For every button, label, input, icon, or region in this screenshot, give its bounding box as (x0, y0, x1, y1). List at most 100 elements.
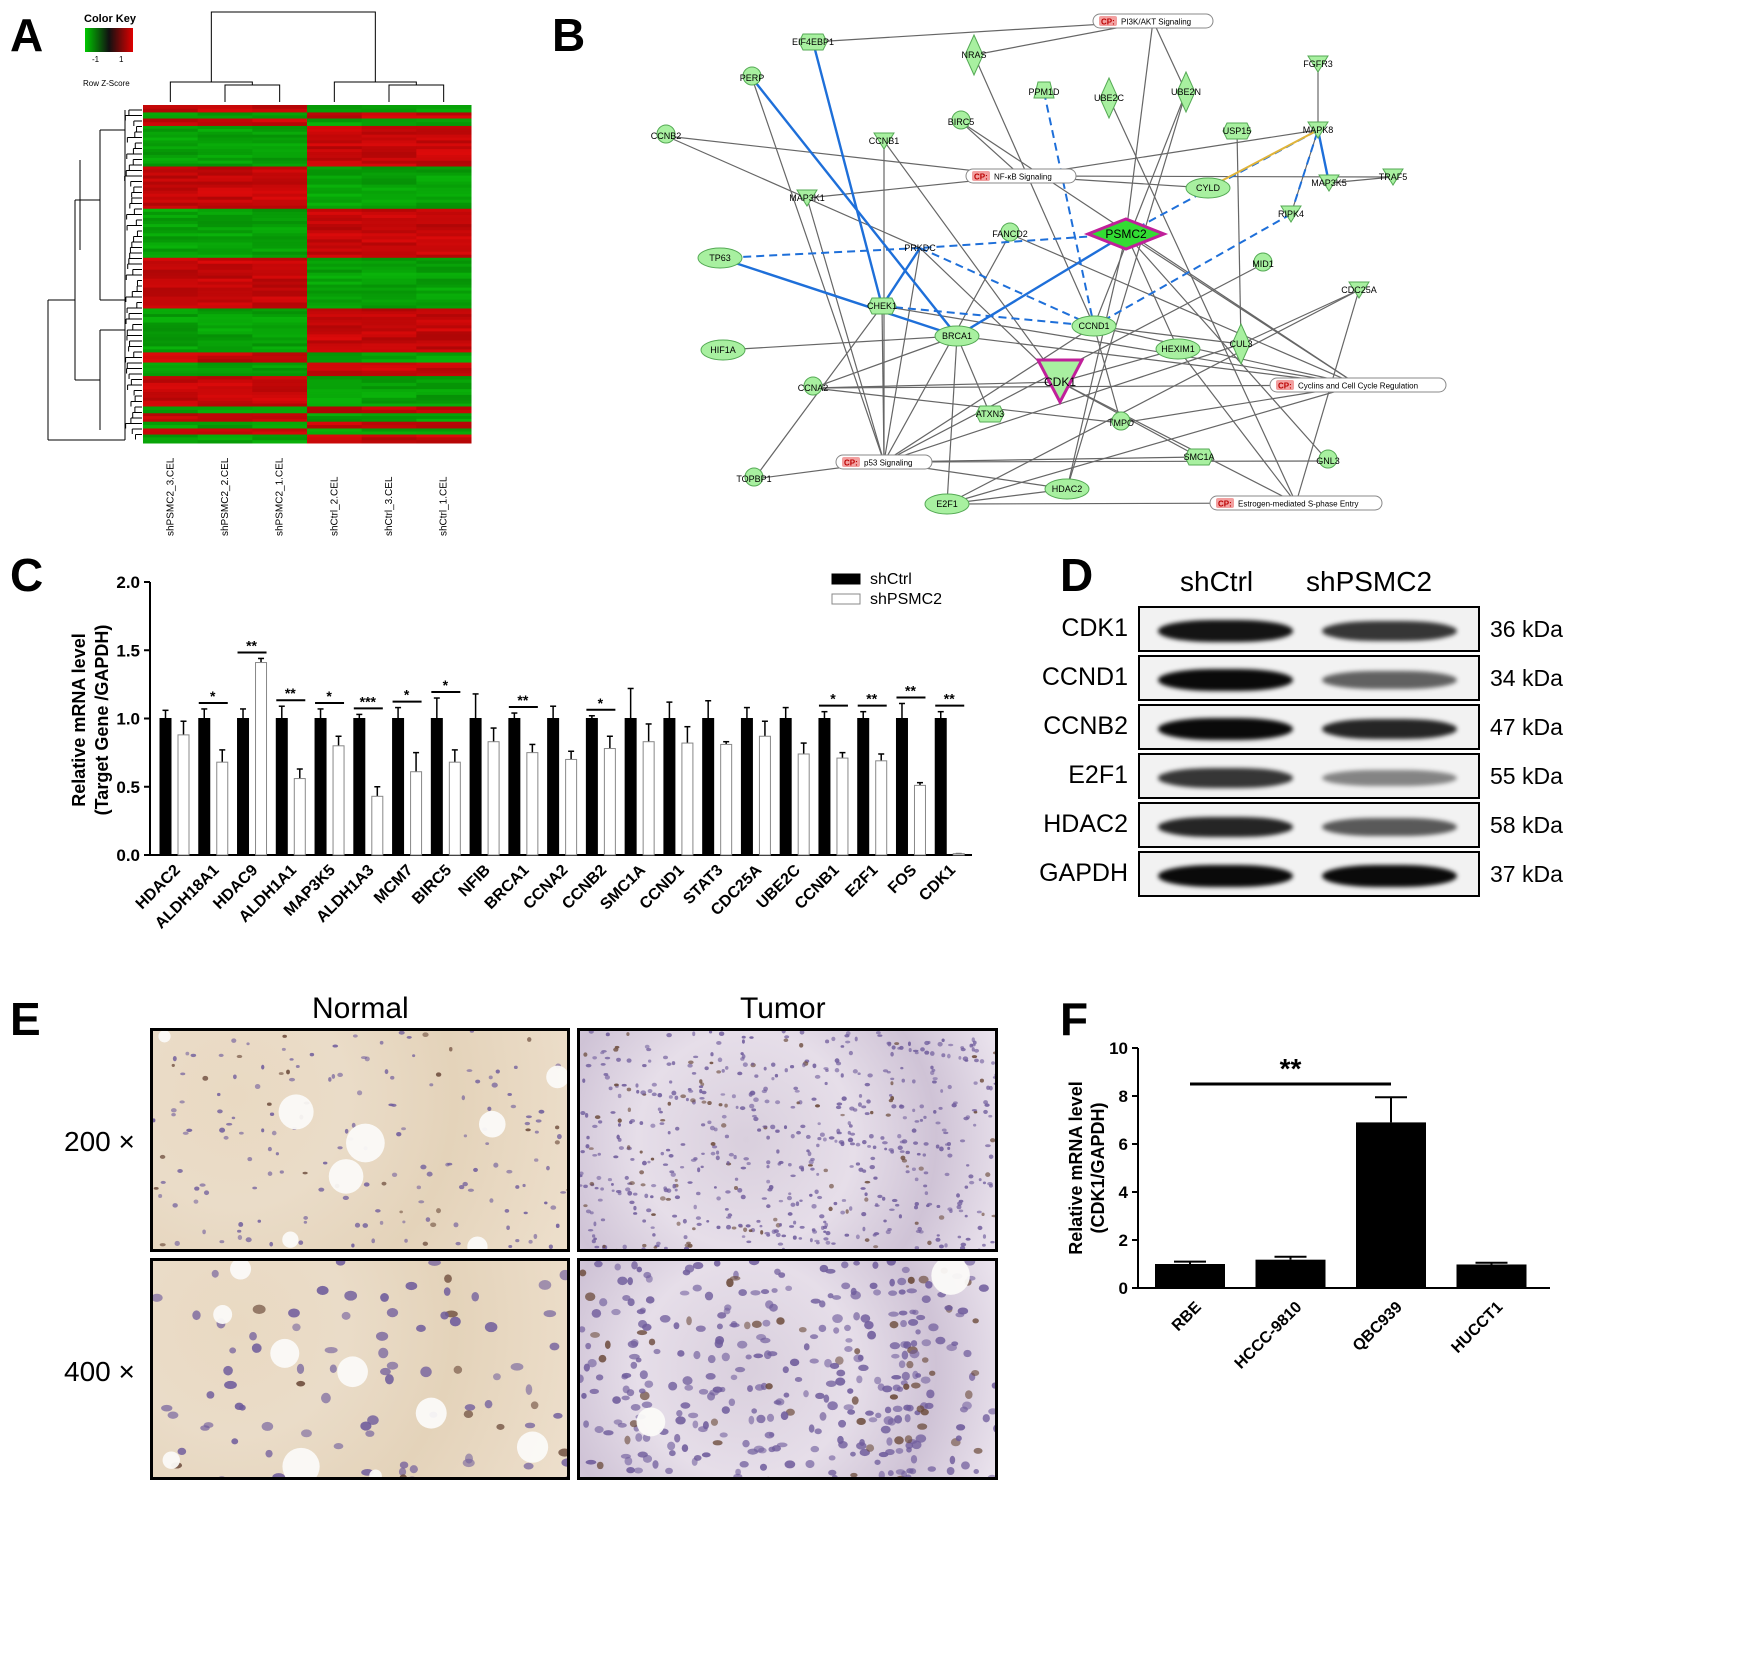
nucleus (921, 1339, 932, 1347)
heatmap-cell (252, 413, 308, 417)
nucleus (985, 1172, 991, 1177)
nucleus (841, 1199, 847, 1202)
wb-protein-ccnb2: CCNB2 (1043, 712, 1128, 740)
network-edge-indirect (1290, 129, 1319, 215)
nucleus (914, 1177, 919, 1182)
nucleus (880, 1136, 885, 1140)
nucleus (991, 1382, 995, 1389)
nucleus (760, 1289, 770, 1295)
heatmap-panel: Color Key -1 1 Row Z-Score shPSMC2_3.CEL… (47, 11, 472, 536)
nucleus (663, 1246, 668, 1249)
nucleus (626, 1058, 632, 1063)
heatmap-cell (143, 382, 199, 387)
nucleus (832, 1295, 842, 1300)
heatmap-cell (416, 428, 472, 433)
nucleus (484, 1400, 493, 1409)
nucleus (891, 1104, 897, 1109)
heatmap-cell (197, 187, 253, 192)
nucleus (344, 1290, 358, 1301)
heatmap-cell (252, 181, 308, 186)
nucleus (265, 1449, 273, 1458)
nucleus (251, 1343, 262, 1353)
nucleus (783, 1038, 789, 1043)
nucleus (785, 1285, 793, 1292)
nucleus (889, 1394, 899, 1400)
heatmap-cell (361, 208, 417, 213)
network-edge-indirect (1043, 91, 1095, 327)
nucleus (728, 1398, 736, 1407)
nucleus (453, 1365, 463, 1374)
nucleus (759, 1478, 768, 1480)
nucleus (793, 1086, 799, 1091)
y-tick-label: 0 (1119, 1279, 1128, 1298)
network-edge (1125, 233, 1179, 350)
nucleus (912, 1049, 919, 1053)
heatmap-cell (252, 302, 308, 306)
heatmap-cell (197, 184, 253, 189)
network-edge-activation (1316, 129, 1331, 184)
x-tick-label-hccc-9810: HCCC-9810 (1232, 1299, 1306, 1373)
nucleus (528, 1239, 533, 1244)
nucleus (869, 1282, 878, 1290)
heatmap-cell (416, 418, 472, 423)
nucleus (598, 1354, 607, 1363)
nucleus (690, 1098, 696, 1103)
nucleus (613, 1419, 623, 1425)
nucleus (233, 1074, 237, 1080)
nucleus (633, 1212, 638, 1215)
nucleus (874, 1459, 881, 1465)
nucleus (877, 1194, 883, 1199)
nucleus (971, 1047, 975, 1052)
heatmap-cell (143, 403, 199, 407)
svg-text:CP:: CP: (1218, 500, 1232, 509)
heatmap-cell (416, 355, 472, 360)
heatmap-cell (307, 328, 363, 332)
nucleus (455, 1241, 461, 1246)
nucleus (878, 1470, 885, 1477)
nucleus (756, 1414, 766, 1424)
vacuole (415, 1397, 447, 1429)
nucleus (936, 1234, 940, 1237)
nucleus (916, 1405, 925, 1413)
nucleus (807, 1151, 812, 1157)
nucleus (787, 1212, 793, 1216)
nucleus (695, 1325, 706, 1332)
network-node-tmpo: TMPO (1108, 411, 1134, 431)
heatmap-cell (143, 154, 199, 159)
nucleus (814, 1074, 821, 1079)
heatmap-cell (307, 359, 363, 364)
nucleus (997, 1062, 998, 1066)
nucleus (608, 1086, 613, 1091)
nucleus (851, 1396, 859, 1405)
heatmap-cell (307, 382, 363, 387)
bar-shpsmc2-ccnd1 (681, 742, 694, 856)
heatmap-cell (197, 349, 253, 353)
vacuole (478, 1110, 506, 1138)
nucleus (420, 1366, 432, 1378)
nucleus (630, 1158, 635, 1161)
nucleus (669, 1450, 676, 1457)
heatmap-cell (252, 137, 308, 141)
nucleus (711, 1145, 718, 1149)
heatmap-cell (143, 227, 199, 231)
heatmap-cell (143, 275, 199, 280)
heatmap-cell (416, 257, 472, 262)
wb-kda-hdac2: 58 kDa (1490, 812, 1563, 838)
heatmap-cell (307, 152, 363, 156)
nucleus (730, 1321, 738, 1328)
heatmap-cell (416, 275, 472, 280)
nucleus (868, 1133, 874, 1139)
nucleus (761, 1089, 767, 1094)
nucleus (489, 1198, 494, 1203)
nucleus (667, 1131, 671, 1135)
heatmap-cell (361, 184, 417, 189)
nucleus (989, 1085, 993, 1091)
nucleus (827, 1401, 838, 1411)
bar-shpsmc2-smc1a (642, 741, 655, 856)
heatmap-cell (197, 428, 253, 433)
nucleus (591, 1308, 602, 1318)
nucleus (958, 1209, 964, 1213)
nucleus (337, 1072, 343, 1078)
network-edge-activation (880, 247, 922, 307)
nucleus (858, 1364, 869, 1372)
